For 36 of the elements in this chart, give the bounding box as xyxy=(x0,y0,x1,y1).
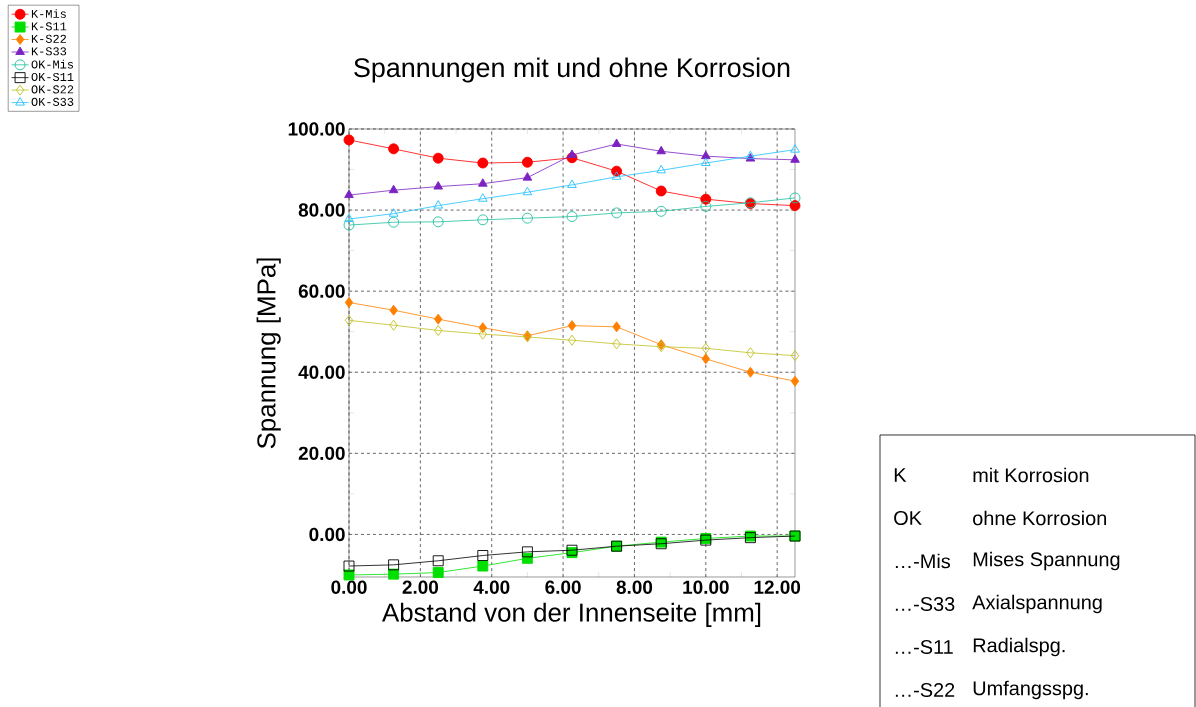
text: ohne Korrosion xyxy=(973,510,1106,526)
x-axis-title: Abstand von der Innenseite [mm] xyxy=(381,602,761,627)
x-tick-label: 4.00 xyxy=(473,580,510,594)
y-tick-label: 40.00 xyxy=(298,365,345,379)
text: K xyxy=(894,467,907,482)
text: Umfangsspg. xyxy=(973,680,1088,700)
text: …-S33 xyxy=(895,596,955,611)
y-tick-label: 80.00 xyxy=(298,203,345,217)
text: …-Mis xyxy=(895,553,951,569)
text: OK xyxy=(894,510,922,525)
x-tick-label: 2.00 xyxy=(402,580,439,594)
legend-label: OK-S11 xyxy=(31,72,74,81)
text: …-S22 xyxy=(895,682,955,697)
x-tick-label: 8.00 xyxy=(616,580,653,594)
x-tick-label: 10.00 xyxy=(683,580,729,594)
text: mit Korrosion xyxy=(973,467,1089,483)
y-tick-label: 100.00 xyxy=(288,122,345,136)
x-tick-label: 0.00 xyxy=(331,580,367,594)
text: Radialspg. xyxy=(973,637,1065,657)
text: Axialspannung xyxy=(972,594,1102,614)
x-tick-label: 12.00 xyxy=(754,580,801,594)
legend-label: K-S33 xyxy=(31,47,67,56)
x-tick-label: 6.00 xyxy=(545,580,581,594)
legend-label: K-Mis xyxy=(31,8,66,18)
text: Mises Spannung xyxy=(973,551,1120,571)
legend-label: OK-Mis xyxy=(31,59,74,69)
text: …-S11 xyxy=(895,639,953,654)
chart-title: Spannungen mit und ohne Korrosion xyxy=(354,57,790,83)
legend-label: OK-S33 xyxy=(31,97,74,106)
y-tick-label: 0.00 xyxy=(309,527,345,541)
legend-label: K-S11 xyxy=(31,22,67,31)
legend-label: K-S22 xyxy=(31,34,66,43)
y-tick-label: 20.00 xyxy=(298,446,345,460)
legend-label: OK-S22 xyxy=(31,85,74,94)
y-tick-label: 60.00 xyxy=(298,284,345,298)
y-axis-title: Spannung [MPa] xyxy=(256,258,281,449)
